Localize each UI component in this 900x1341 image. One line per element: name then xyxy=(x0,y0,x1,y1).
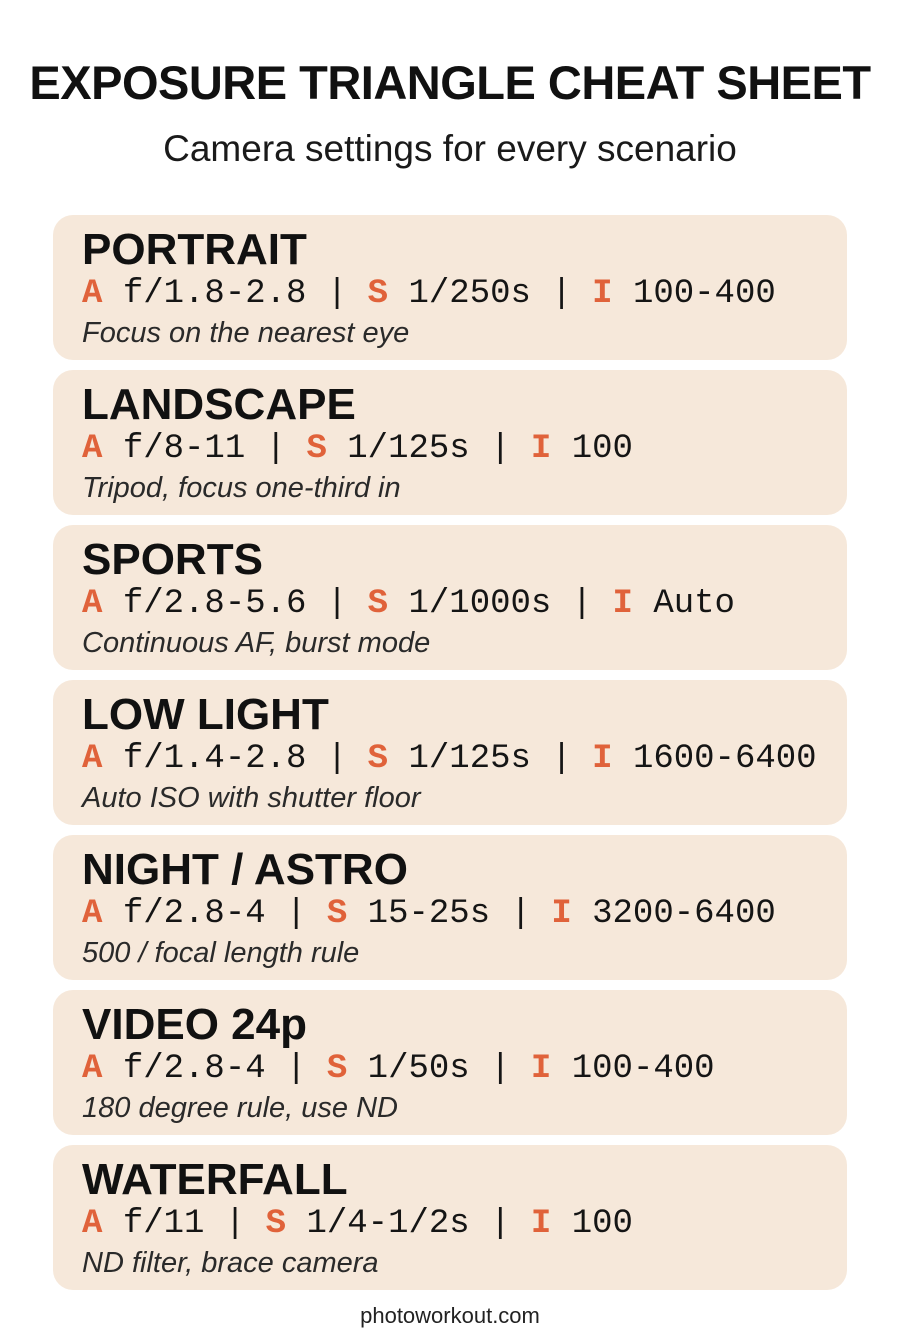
card-list: PORTRAIT A f/1.8-2.8 | S 1/250s | I 100-4… xyxy=(53,215,847,1300)
iso-value: 100-400 xyxy=(571,1050,715,1088)
iso-value: 100 xyxy=(571,1205,633,1243)
iso-label: I xyxy=(592,275,613,313)
scenario-note: 180 degree rule, use ND xyxy=(82,1092,398,1124)
separator: | xyxy=(265,430,287,468)
shutter-label: S xyxy=(306,430,327,468)
separator: | xyxy=(326,275,348,313)
separator: | xyxy=(551,740,572,778)
settings-line: A f/1.4-2.8 | S 1/125s | I 1600-6400 xyxy=(82,740,817,778)
shutter-label: S xyxy=(326,1050,348,1088)
aperture-value: f/1.8-2.8 xyxy=(122,275,307,313)
scenario-note: Continuous AF, burst mode xyxy=(82,627,431,659)
separator: | xyxy=(224,1205,246,1243)
scenario-card: NIGHT / ASTRO A f/2.8-4 | S 15-25s | I 32… xyxy=(53,835,847,980)
scenario-name: VIDEO 24p xyxy=(82,1000,307,1049)
separator: | xyxy=(326,740,348,778)
aperture-value: f/2.8-4 xyxy=(122,1050,266,1088)
scenario-card: SPORTS A f/2.8-5.6 | S 1/1000s | I Auto Co… xyxy=(53,525,847,670)
scenario-name: LANDSCAPE xyxy=(82,380,356,429)
aperture-label: A xyxy=(82,430,103,468)
shutter-label: S xyxy=(367,275,389,313)
scenario-note: Focus on the nearest eye xyxy=(82,317,410,349)
iso-label: I xyxy=(530,430,552,468)
scenario-name: WATERFALL xyxy=(82,1155,348,1204)
shutter-label: S xyxy=(265,1205,287,1243)
aperture-value: f/2.8-5.6 xyxy=(122,585,307,623)
iso-label: I xyxy=(530,1050,552,1088)
iso-label: I xyxy=(612,585,633,623)
separator: | xyxy=(490,1205,511,1243)
iso-value: 100-400 xyxy=(632,275,776,313)
aperture-label: A xyxy=(82,740,103,778)
separator: | xyxy=(510,895,531,933)
footer: photoworkout.com xyxy=(360,1303,540,1328)
separator: | xyxy=(490,1050,511,1088)
scenario-name: NIGHT / ASTRO xyxy=(82,845,408,894)
shutter-value: 1/125s xyxy=(408,740,531,778)
settings-line: A f/11 | S 1/4-1/2s | I 100 xyxy=(82,1205,633,1243)
scenario-name: SPORTS xyxy=(82,535,263,584)
settings-line: A f/2.8-5.6 | S 1/1000s | I Auto xyxy=(82,585,735,623)
iso-value: 3200-6400 xyxy=(592,895,776,933)
shutter-value: 1/250s xyxy=(408,275,531,313)
shutter-value: 1/50s xyxy=(367,1050,470,1088)
aperture-value: f/1.4-2.8 xyxy=(122,740,307,778)
shutter-value: 1/1000s xyxy=(408,585,552,623)
settings-line: A f/1.8-2.8 | S 1/250s | I 100-400 xyxy=(82,275,776,313)
iso-value: Auto xyxy=(653,585,735,623)
separator: | xyxy=(326,585,348,623)
subtitle: Camera settings for every scenario xyxy=(163,128,737,169)
iso-label: I xyxy=(551,895,572,933)
iso-label: I xyxy=(592,740,613,778)
aperture-label: A xyxy=(82,1205,103,1243)
iso-label: I xyxy=(530,1205,552,1243)
iso-value: 100 xyxy=(571,430,633,468)
scenario-note: Tripod, focus one-third in xyxy=(82,472,401,504)
aperture-label: A xyxy=(82,585,103,623)
scenario-name: LOW LIGHT xyxy=(82,690,329,739)
scenario-card: LOW LIGHT A f/1.4-2.8 | S 1/125s | I 1600… xyxy=(53,680,847,825)
shutter-value: 15-25s xyxy=(367,895,491,933)
scenario-note: 500 / focal length rule xyxy=(82,937,360,969)
scenario-card: VIDEO 24p A f/2.8-4 | S 1/50s | I 100-400… xyxy=(53,990,847,1135)
scenario-note: ND filter, brace camera xyxy=(82,1247,379,1279)
settings-line: A f/2.8-4 | S 1/50s | I 100-400 xyxy=(82,1050,715,1088)
aperture-value: f/2.8-4 xyxy=(122,895,266,933)
separator: | xyxy=(490,430,511,468)
aperture-label: A xyxy=(82,275,103,313)
shutter-label: S xyxy=(367,585,389,623)
shutter-value: 1/125s xyxy=(347,430,470,468)
shutter-label: S xyxy=(326,895,348,933)
title: EXPOSURE TRIANGLE CHEAT SHEET xyxy=(29,56,871,109)
separator: | xyxy=(286,1050,307,1088)
scenario-note: Auto ISO with shutter floor xyxy=(82,782,421,814)
scenario-card: PORTRAIT A f/1.8-2.8 | S 1/250s | I 100-4… xyxy=(53,215,847,360)
scenario-name: PORTRAIT xyxy=(82,225,307,274)
aperture-value: f/8-11 xyxy=(122,430,246,468)
separator: | xyxy=(551,275,572,313)
shutter-value: 1/4-1/2s xyxy=(306,1205,470,1243)
aperture-value: f/11 xyxy=(122,1205,205,1243)
shutter-label: S xyxy=(367,740,389,778)
scenario-card: WATERFALL A f/11 | S 1/4-1/2s | I 100 ND f… xyxy=(53,1145,847,1290)
separator: | xyxy=(571,585,593,623)
iso-value: 1600-6400 xyxy=(632,740,817,778)
aperture-label: A xyxy=(82,895,103,933)
separator: | xyxy=(286,895,307,933)
settings-line: A f/8-11 | S 1/125s | I 100 xyxy=(82,430,633,468)
scenario-card: LANDSCAPE A f/8-11 | S 1/125s | I 100 Trip… xyxy=(53,370,847,515)
aperture-label: A xyxy=(82,1050,103,1088)
settings-line: A f/2.8-4 | S 15-25s | I 3200-6400 xyxy=(82,895,776,933)
